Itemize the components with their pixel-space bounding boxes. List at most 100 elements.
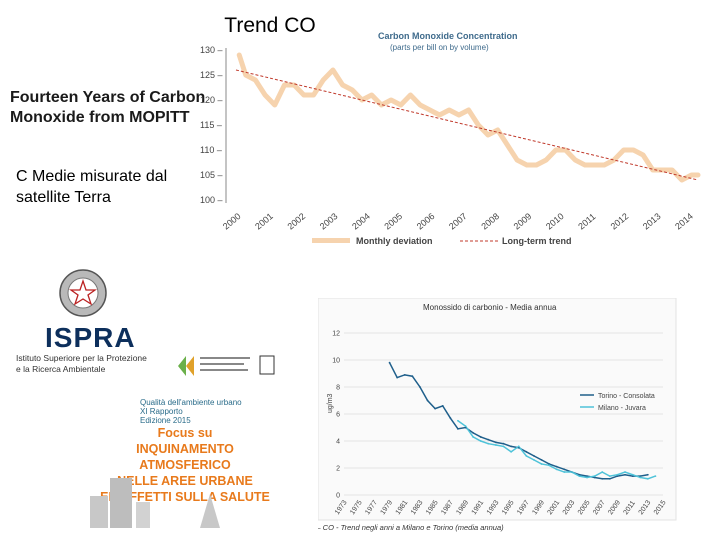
chart1-ytick-label: 130 – [200,45,223,55]
monthly-deviation-point [283,84,286,86]
report-title: Qualità dell'ambiente urbano XI Rapporto… [140,398,260,425]
monthly-deviation-point [545,159,547,161]
city-graphic-icon [90,478,220,528]
chart1-xtick-label: 2001 [253,211,275,232]
chart1-xtick-label: 2006 [415,211,437,232]
mopitt-co-chart: Carbon Monoxide Concentration (parts per… [200,31,701,246]
torino-point [449,417,452,419]
monthly-deviation-point [244,74,247,76]
milano-point [510,450,512,453]
monthly-deviation-point [661,169,664,171]
monthly-deviation-point [351,89,354,91]
milano-point [540,463,543,465]
milano-point [608,475,611,477]
torino-point [502,442,505,445]
chart2-ytick-label: 12 [332,331,340,338]
milano-point [487,442,490,445]
chart2-ytick-label: 2 [336,466,340,473]
milano-point [495,444,497,446]
monthly-deviation-point [380,104,383,106]
focus-line: ED EFFETTI SULLA SALUTE [100,490,270,504]
chart1-subtitle: (parts per bill on by volume) [390,43,489,52]
report-edition: XI Rapporto [140,407,183,416]
chart2-ytick-label: 10 [332,358,340,365]
monthly-deviation-point [506,144,509,146]
focus-line: INQUINAMENTO [136,442,234,456]
torino-point [540,459,543,461]
torino-point [487,438,490,441]
torino-point [479,436,482,438]
milano-point [624,471,626,473]
ispra-name-line2: e la Ricerca Ambientale [16,364,106,374]
milano-point [457,419,459,422]
torino-point [586,475,588,477]
torino-point [646,473,649,476]
chart1-xtick-label: 2004 [350,211,372,232]
monthly-deviation-point [487,134,489,136]
milano-point [555,468,558,471]
monthly-deviation-point [303,94,305,96]
milano-point [570,471,573,473]
torino-point [616,475,619,477]
monthly-deviation-point [574,159,577,161]
monthly-deviation-line [236,52,701,183]
monthly-deviation-point [555,149,557,151]
monthly-deviation-point [467,109,470,111]
report-cover [8,260,290,532]
torino-point [517,446,520,449]
chart1-xtick-label: 2013 [641,211,663,232]
torino-point [593,476,596,479]
legend-torino-label: Torino - Consolata [598,393,655,400]
monthly-deviation-point [622,149,625,151]
focus-title: Focus su INQUINAMENTO ATMOSFERICO NELLE … [90,425,280,505]
chart1-xtick-label: 2000 [221,211,243,232]
torino-point [601,477,604,480]
chart1-xtick-label: 2007 [447,211,469,232]
torino-point [532,454,535,457]
chart2-ylabel: ug/m3 [327,393,334,413]
slide-subtitle: Fourteen Years of Carbon Monoxide from M… [10,89,206,126]
milano-point [616,473,619,476]
monthly-deviation-point [525,164,528,166]
ispra-name: Istituto Superiore per la Protezione e l… [16,353,166,375]
milano-point [646,477,649,480]
monthly-deviation-point [496,129,499,131]
ispra-co-chart: Monossido di carbonio - Media annua ug/m… [318,298,677,532]
chart1-xtick-label: 2005 [382,211,404,232]
torino-point [578,473,581,476]
monthly-deviation-point [458,114,460,116]
monthly-deviation-point [584,164,586,166]
torino-point [555,465,558,468]
torino-point [388,361,391,364]
legend-milano-label: Milano - Juvara [598,405,646,412]
chart1-ytick-label: 115 – [200,120,222,130]
monthly-deviation-point [516,159,518,161]
torino-point [495,441,497,444]
monthly-deviation-point [564,149,567,151]
torino-point [624,473,626,476]
slide-caption: C Medie misurate dal satellite Terra [16,168,168,206]
focus-line: Focus su [157,426,213,440]
milano-point [479,440,482,442]
torino-point [631,475,634,477]
monthly-deviation-point [593,164,596,166]
monthly-deviation-point [477,124,480,126]
legend-trend-label: Long-term trend [502,236,572,246]
torino-point [411,375,414,378]
milano-point [548,464,550,467]
monthly-deviation-point [671,169,673,171]
monthly-deviation-point [448,109,451,111]
milano-point [586,476,588,479]
milano-point [593,475,596,477]
monthly-deviation-point [370,94,373,96]
monthly-deviation-point [632,149,635,151]
legend-monthly-swatch [312,238,350,243]
monthly-deviation-point [390,99,392,101]
monthly-deviation-point [322,79,325,81]
monthly-deviation-point [419,104,421,106]
chart1-xtick-label: 2010 [544,211,566,232]
monthly-deviation-point [651,169,654,171]
chart1-xtick-label: 2009 [512,211,534,232]
monthly-deviation-point [642,154,644,156]
ispra-name-line1: Istituto Superiore per la Protezione [16,353,147,363]
